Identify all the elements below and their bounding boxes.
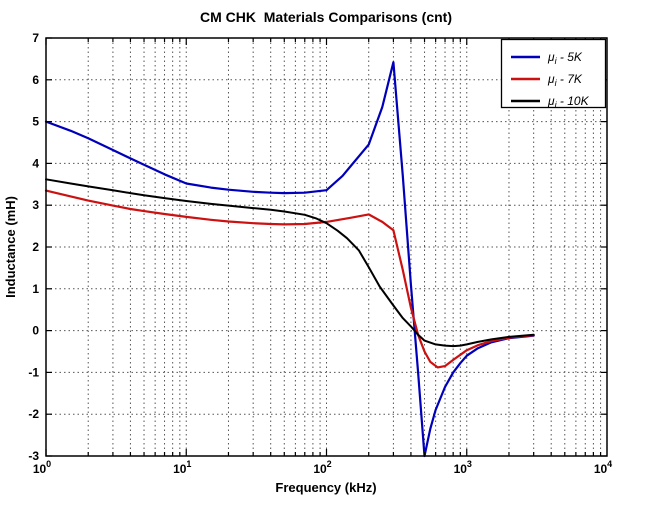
x-tick-label: 104	[594, 459, 612, 476]
gridlines	[46, 38, 607, 456]
series-line-mu_i-10K	[45, 178, 535, 348]
data-series	[44, 61, 535, 458]
y-tick-label: 2	[32, 240, 39, 254]
x-axis-label: Frequency (kHz)	[275, 480, 376, 495]
y-tick-label: -3	[28, 449, 39, 463]
legend: μi - 5K μi - 7K μi - 10K	[500, 38, 607, 110]
series-line-mu_i-7K	[44, 189, 535, 369]
y-tick-label: 6	[32, 73, 39, 87]
y-tick-label: -2	[28, 407, 39, 421]
x-tick-label: 101	[173, 459, 191, 476]
y-tick-label: -1	[28, 365, 39, 379]
y-tick-label: 0	[32, 324, 39, 338]
legend-entry-label: μi - 5K	[547, 50, 583, 66]
y-tick-label: 1	[32, 282, 39, 296]
y-axis-label: Inductance (mH)	[3, 196, 18, 298]
chart-title: CM CHK Materials Comparisons (cnt)	[200, 9, 452, 25]
y-tick-labels: -3 -2 -1 0 1 2 3 4 5 6 7	[28, 31, 39, 463]
legend-entry-label: μi - 10K	[547, 94, 590, 110]
y-tick-label: 5	[32, 115, 39, 129]
y-tick-label: 3	[32, 198, 39, 212]
series-line-mu_i-5K	[44, 61, 535, 458]
y-tick-label: 7	[32, 31, 39, 45]
x-tick-labels: 100 101 102 103 104	[33, 459, 612, 476]
x-tick-label: 102	[313, 459, 331, 476]
x-tick-label: 103	[454, 459, 472, 476]
axes-box	[45, 37, 608, 457]
x-tick-label: 100	[33, 459, 51, 476]
legend-entry-label: μi - 7K	[547, 72, 583, 88]
y-tick-label: 4	[32, 156, 39, 170]
legend-box	[500, 38, 607, 109]
